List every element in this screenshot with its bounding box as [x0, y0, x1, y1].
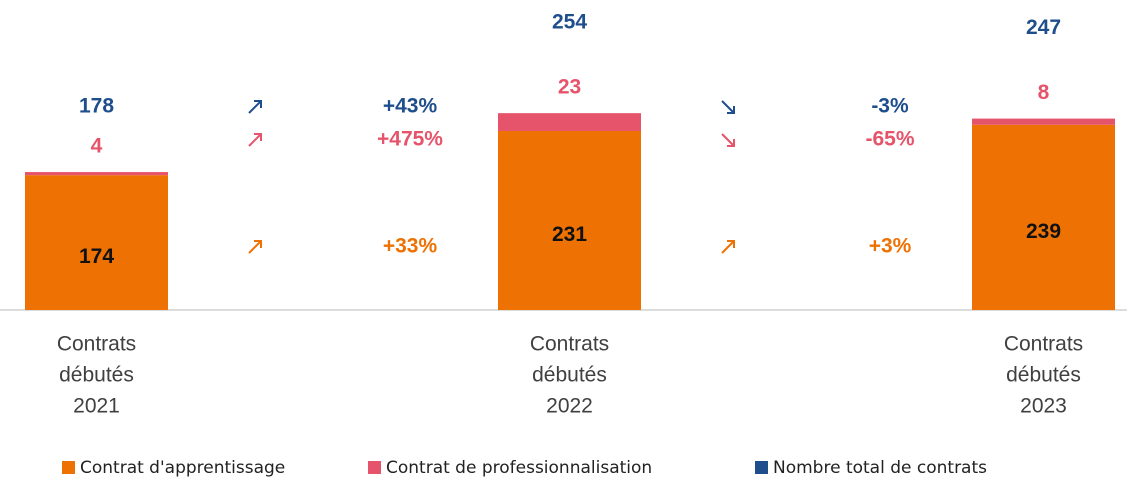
x-tick-label: 2022 [546, 395, 593, 418]
bar-segment [498, 130, 641, 310]
x-tick-label: débutés [532, 364, 607, 387]
bar-segment [498, 113, 641, 131]
trend-arrow-head [254, 100, 262, 108]
x-tick-label: débutés [59, 364, 134, 387]
bar-segment [972, 124, 1115, 311]
trend-arrow [721, 133, 735, 147]
trend-arrow [248, 133, 262, 147]
legend-swatch [62, 461, 75, 474]
trend-arrow-head [727, 240, 735, 248]
bar-segment [25, 172, 168, 176]
x-tick-label: 2021 [73, 395, 120, 418]
x-tick-label: débutés [1006, 364, 1081, 387]
x-tick-label: 2023 [1020, 395, 1067, 418]
total-label: 254 [552, 11, 587, 34]
trend-arrow [248, 240, 262, 254]
change-label: -3% [871, 95, 909, 118]
x-tick-label: Contrats [57, 333, 136, 356]
x-tick-label: Contrats [1004, 333, 1083, 356]
bar-segment [972, 118, 1115, 125]
change-label: +43% [383, 95, 438, 118]
value-label: 239 [1026, 220, 1061, 243]
change-label: -65% [865, 128, 914, 151]
legend-label: Nombre total de contrats [773, 458, 987, 478]
change-label: +475% [377, 128, 443, 151]
trend-arrow-head [254, 133, 262, 141]
value-label: 8 [1038, 81, 1050, 104]
value-label: 231 [552, 223, 587, 246]
trend-arrow [721, 240, 735, 254]
legend-label: Contrat de professionnalisation [386, 458, 652, 478]
value-label: 174 [79, 245, 114, 268]
trend-arrow [248, 100, 262, 114]
trend-arrow-head [254, 240, 262, 248]
legend-swatch [368, 461, 381, 474]
bar-segment [25, 175, 168, 310]
legend-label: Contrat d'apprentissage [80, 458, 285, 478]
change-label: +33% [383, 235, 438, 258]
total-label: 178 [79, 95, 114, 118]
legend-swatch [755, 461, 768, 474]
trend-arrow-head [727, 106, 735, 114]
change-label: +3% [869, 235, 912, 258]
value-label: 23 [558, 76, 581, 99]
x-tick-label: Contrats [530, 333, 609, 356]
trend-arrow-head [727, 139, 735, 147]
value-label: 4 [91, 135, 103, 158]
trend-arrow [721, 100, 735, 114]
total-label: 247 [1026, 16, 1061, 39]
